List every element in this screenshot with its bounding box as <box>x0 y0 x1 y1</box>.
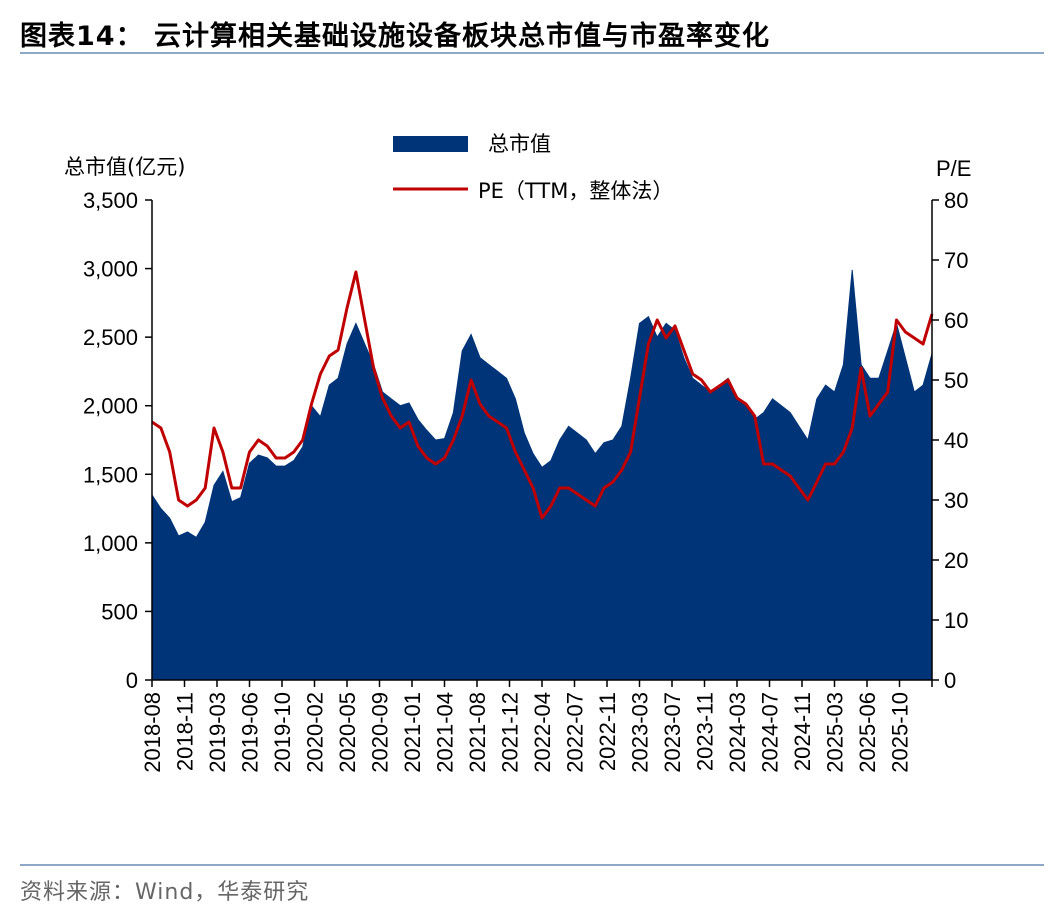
right-tick-label: 60 <box>944 308 968 333</box>
x-tick-label: 2020-09 <box>368 692 393 773</box>
x-tick-label: 2021-12 <box>498 692 523 773</box>
left-tick-label: 500 <box>101 599 138 624</box>
x-tick-label: 2019-06 <box>238 692 263 773</box>
x-tick-label: 2022-11 <box>595 692 620 771</box>
x-tick-label: 2019-03 <box>205 692 230 773</box>
x-tick-label: 2018-11 <box>173 692 198 771</box>
right-tick-label: 0 <box>944 668 956 693</box>
x-tick-label: 2024-07 <box>758 692 783 773</box>
left-axis: 0 500 1,000 1,500 2,000 2,500 3,000 3,500 <box>83 188 153 693</box>
left-tick-label: 1,000 <box>83 531 138 556</box>
x-tick-label: 2024-11 <box>790 692 815 771</box>
x-axis: 2018-08 2018-11 2019-03 2019-06 2019-10 2020-… <box>140 679 933 773</box>
x-tick-label: 2020-02 <box>303 692 328 773</box>
right-tick-label: 40 <box>944 428 968 453</box>
x-tick-label: 2021-04 <box>433 692 458 773</box>
right-axis: 0 10 20 30 40 50 60 70 80 <box>931 188 968 693</box>
plot-area <box>151 269 934 681</box>
x-tick-label: 2024-03 <box>725 692 750 773</box>
x-tick-label: 2025-06 <box>855 692 880 773</box>
x-tick-label: 2022-07 <box>563 692 588 773</box>
legend: 总市值 PE（TTM，整体法） <box>393 132 673 203</box>
left-tick-label: 1,500 <box>83 462 138 487</box>
x-tick-label: 2025-03 <box>823 692 848 773</box>
x-tick-label: 2023-03 <box>628 692 653 773</box>
left-tick-label: 2,000 <box>83 394 138 419</box>
right-tick-label: 80 <box>944 188 968 213</box>
source-note: 资料来源：Wind，华泰研究 <box>20 880 310 905</box>
x-tick-label: 2021-01 <box>400 692 425 773</box>
right-tick-label: 20 <box>944 548 968 573</box>
legend-label-market-cap: 总市值 <box>488 132 551 156</box>
right-tick-label: 50 <box>944 368 968 393</box>
x-tick-label: 2019-10 <box>270 692 295 773</box>
right-tick-label: 10 <box>944 608 968 633</box>
pe-line <box>151 270 934 520</box>
legend-label-pe: PE（TTM，整体法） <box>478 179 673 203</box>
right-tick-label: 70 <box>944 248 968 273</box>
chart-title: 图表14： 云计算相关基础设施设备板块总市值与市盈率变化 <box>20 21 770 52</box>
market-cap-area <box>151 269 933 681</box>
right-axis-label: P/E <box>936 156 971 181</box>
legend-swatch-market-cap <box>393 136 468 152</box>
left-axis-label: 总市值(亿元) <box>64 155 185 179</box>
left-tick-label: 3,000 <box>83 257 138 282</box>
x-tick-label: 2023-07 <box>660 692 685 773</box>
source-divider <box>20 864 1044 866</box>
x-tick-label: 2021-08 <box>465 692 490 773</box>
left-tick-label: 3,500 <box>83 188 138 213</box>
x-tick-label: 2023-11 <box>693 692 718 771</box>
left-tick-label: 2,500 <box>83 325 138 350</box>
x-tick-label: 2020-05 <box>335 692 360 773</box>
left-tick-label: 0 <box>126 668 138 693</box>
x-tick-label: 2018-08 <box>140 692 165 773</box>
title-divider <box>20 52 1044 54</box>
x-tick-label: 2025-10 <box>888 692 913 773</box>
right-tick-label: 30 <box>944 488 968 513</box>
x-tick-label: 2022-04 <box>530 692 555 773</box>
